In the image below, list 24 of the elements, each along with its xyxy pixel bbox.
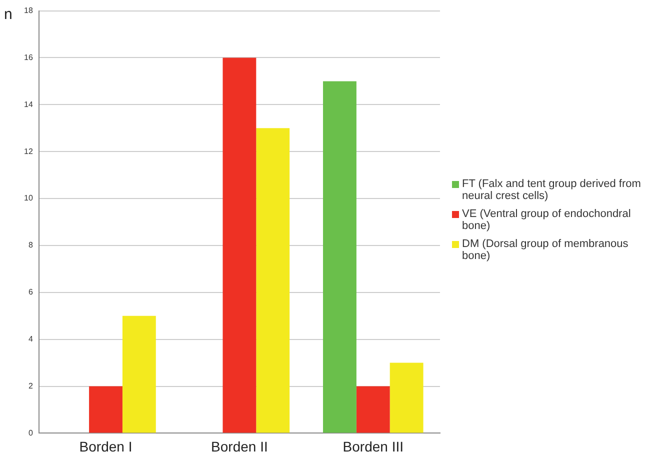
bar <box>323 81 356 433</box>
bar <box>356 386 390 433</box>
y-tick-label: 10 <box>24 194 34 203</box>
y-tick-label: 4 <box>28 334 34 344</box>
y-tick-label: 2 <box>28 381 34 390</box>
x-tick-label: Borden III <box>342 438 404 454</box>
legend-label: DM (Dorsal group of membranous bone) <box>462 238 630 262</box>
bar <box>122 316 156 433</box>
y-tick-label: 18 <box>24 6 34 16</box>
x-tick-label: Borden II <box>211 438 268 454</box>
y-tick-label: 14 <box>24 100 34 109</box>
legend-label: VE (Ventral group of endochondral bone) <box>462 208 632 232</box>
legend-label: FT (Falx and tent group derived from neural crest cells) <box>462 178 642 202</box>
bar <box>390 362 424 433</box>
x-tick-label: Borden I <box>79 438 132 454</box>
y-tick-label: 16 <box>24 52 34 62</box>
bar <box>256 128 290 433</box>
y-tick-label: 0 <box>28 428 34 438</box>
bar <box>89 386 122 433</box>
y-tick-label: 6 <box>28 288 34 297</box>
y-tick-label: 8 <box>28 240 34 250</box>
y-tick-label: 12 <box>24 146 34 156</box>
y-axis-title: n <box>4 6 12 23</box>
bar <box>222 58 256 433</box>
